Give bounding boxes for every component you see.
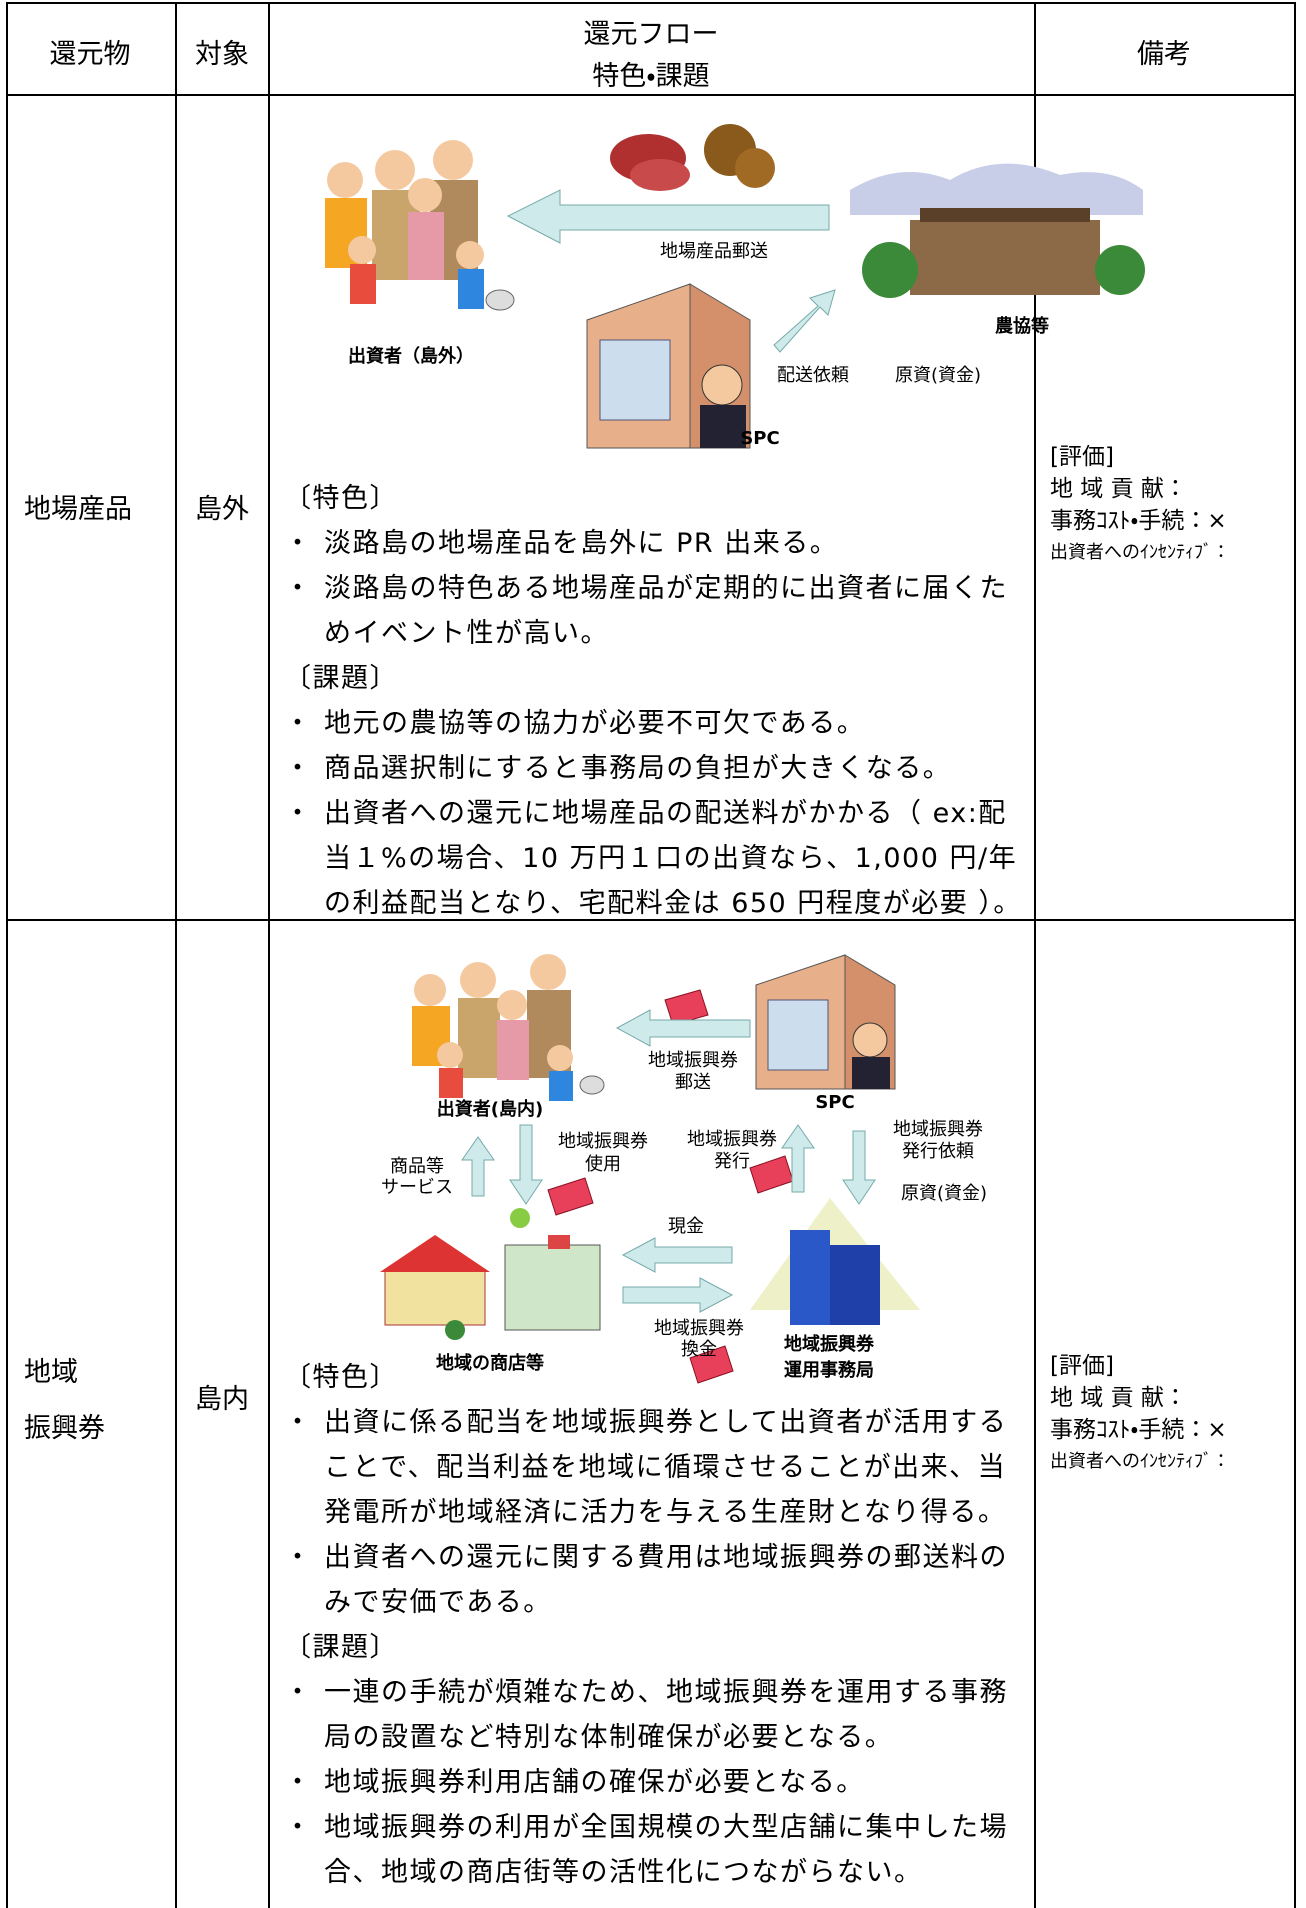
diagram-label: 郵送 xyxy=(675,1072,711,1093)
section-heading: 〔課題〕 xyxy=(284,1632,398,1663)
rule xyxy=(6,2,1294,4)
item-cell: 地域 xyxy=(24,1357,78,1388)
office-illustration xyxy=(750,1198,920,1325)
remarks-line: [評価] xyxy=(1050,1353,1114,1379)
diagram-label: サービス xyxy=(381,1177,453,1198)
bullet-item: 地域振興券利用店舗の確保が必要となる。 xyxy=(284,1760,1028,1805)
bullet-item: 出資者への還元に関する費用は地域振興券の郵送料のみで安価である。 xyxy=(284,1535,1028,1625)
remarks-line: [評価] xyxy=(1050,444,1114,470)
diagram-label: 地域振興券 xyxy=(893,1119,983,1140)
diagram-label: 出資者(島内) xyxy=(437,1098,543,1120)
section-heading: 〔課題〕 xyxy=(284,663,398,694)
remarks-line: 地 域 貢 献： xyxy=(1050,1385,1187,1411)
shop-illustration xyxy=(380,1208,601,1340)
section-heading: 〔特色〕 xyxy=(284,483,398,514)
target-cell: 島外 xyxy=(195,494,249,525)
header-cell: 備考 xyxy=(1137,39,1191,70)
bullet-item: 地元の農協等の協力が必要不可欠である。 xyxy=(284,701,1028,746)
header-cell: 還元フロー xyxy=(583,19,719,50)
diagram-label: 地域振興券 xyxy=(654,1318,744,1339)
header-cell: 対象 xyxy=(195,39,249,70)
item-cell: 振興券 xyxy=(24,1413,105,1444)
bullet-item: 商品選択制にすると事務局の負担が大きくなる。 xyxy=(284,746,1028,791)
diagram-label: 配送依頼 xyxy=(777,365,849,386)
text-block: 〔特色〕淡路島の地場産品を島外に PR 出来る。淡路島の特色ある地場産品が定期的… xyxy=(284,476,1028,926)
ticket-icons xyxy=(547,989,794,1384)
produce-illustration xyxy=(610,124,775,191)
rule xyxy=(1034,2,1036,1908)
diagram-label: 発行依頼 xyxy=(902,1141,974,1162)
remarks-line: 出資者へのｲﾝｾﾝﾃｨﾌﾞ： xyxy=(1050,542,1230,563)
target-cell: 島内 xyxy=(195,1384,249,1415)
diagram-label: 地域振興券 xyxy=(558,1131,648,1152)
bullet-item: 淡路島の地場産品を島外に PR 出来る。 xyxy=(284,521,1028,566)
diagram-label: 出資者（島外） xyxy=(348,345,474,367)
diagram-label: 現金 xyxy=(668,1216,704,1237)
spc-illustration xyxy=(586,283,751,449)
bullet-item: 出資に係る配当を地域振興券として出資者が活用することで、配当利益を地域に循環させ… xyxy=(284,1400,1028,1535)
section-heading: 〔特色〕 xyxy=(284,1362,398,1393)
investors-illustration xyxy=(325,140,515,311)
investors-illustration xyxy=(412,954,605,1101)
diagram-label: 商品等 xyxy=(390,1156,444,1177)
rule xyxy=(268,2,270,1908)
diagram-label: 地域振興券 xyxy=(648,1050,738,1071)
arrow xyxy=(506,189,830,244)
arrows xyxy=(461,1009,876,1313)
bullet-item: 出資者への還元に地場産品の配送料がかかる（ ex:配当１%の場合、10 万円１口… xyxy=(284,791,1028,926)
diagram-label: 地場産品郵送 xyxy=(660,241,768,262)
bullet-item: 地域振興券の利用が全国規模の大型店舗に集中した場合、地域の商店街等の活性化につな… xyxy=(284,1805,1028,1895)
remarks-line: 事務ｺｽﾄ・手続：× xyxy=(1050,508,1227,534)
diagram-label: SPC xyxy=(815,1092,854,1113)
text-block: 〔特色〕出資に係る配当を地域振興券として出資者が活用することで、配当利益を地域に… xyxy=(284,1355,1028,1895)
rule xyxy=(1294,2,1296,1908)
remarks-line: 事務ｺｽﾄ・手続：× xyxy=(1050,1417,1227,1443)
header-cell: 還元物 xyxy=(49,39,131,70)
rule xyxy=(175,2,177,1908)
remarks-line: 出資者へのｲﾝｾﾝﾃｨﾌﾞ： xyxy=(1050,1451,1230,1472)
remarks-line: 地 域 貢 献： xyxy=(1050,476,1187,502)
coop-illustration xyxy=(850,163,1145,298)
bullet-item: 淡路島の特色ある地場産品が定期的に出資者に届くためイベント性が高い。 xyxy=(284,566,1028,656)
diagram-label: 換金 xyxy=(681,1339,717,1360)
diagram-label: SPC xyxy=(740,428,779,449)
diagram-label: 使用 xyxy=(585,1154,621,1175)
item-cell: 地場産品 xyxy=(24,494,132,525)
diagram-label: 農協等 xyxy=(995,315,1049,337)
diagram-label: 原資(資金) xyxy=(901,1183,987,1204)
bullet-item: 一連の手続が煩雑なため、地域振興券を運用する事務局の設置など特別な体制確保が必要… xyxy=(284,1670,1028,1760)
diagram-label: 地域の商店等 xyxy=(436,1352,544,1374)
spc-illustration xyxy=(755,954,896,1090)
diagram-label: 地域振興券 xyxy=(784,1333,875,1355)
rule xyxy=(6,94,1294,96)
diagram-label: 運用事務局 xyxy=(784,1359,874,1381)
arrow xyxy=(773,289,836,353)
header-cell: 特色・課題 xyxy=(592,61,710,92)
diagram-label: 地域振興券 xyxy=(687,1129,777,1150)
diagram-label: 発行 xyxy=(714,1151,750,1172)
diagram-label: 原資(資金) xyxy=(895,365,981,386)
rule xyxy=(6,2,8,1908)
